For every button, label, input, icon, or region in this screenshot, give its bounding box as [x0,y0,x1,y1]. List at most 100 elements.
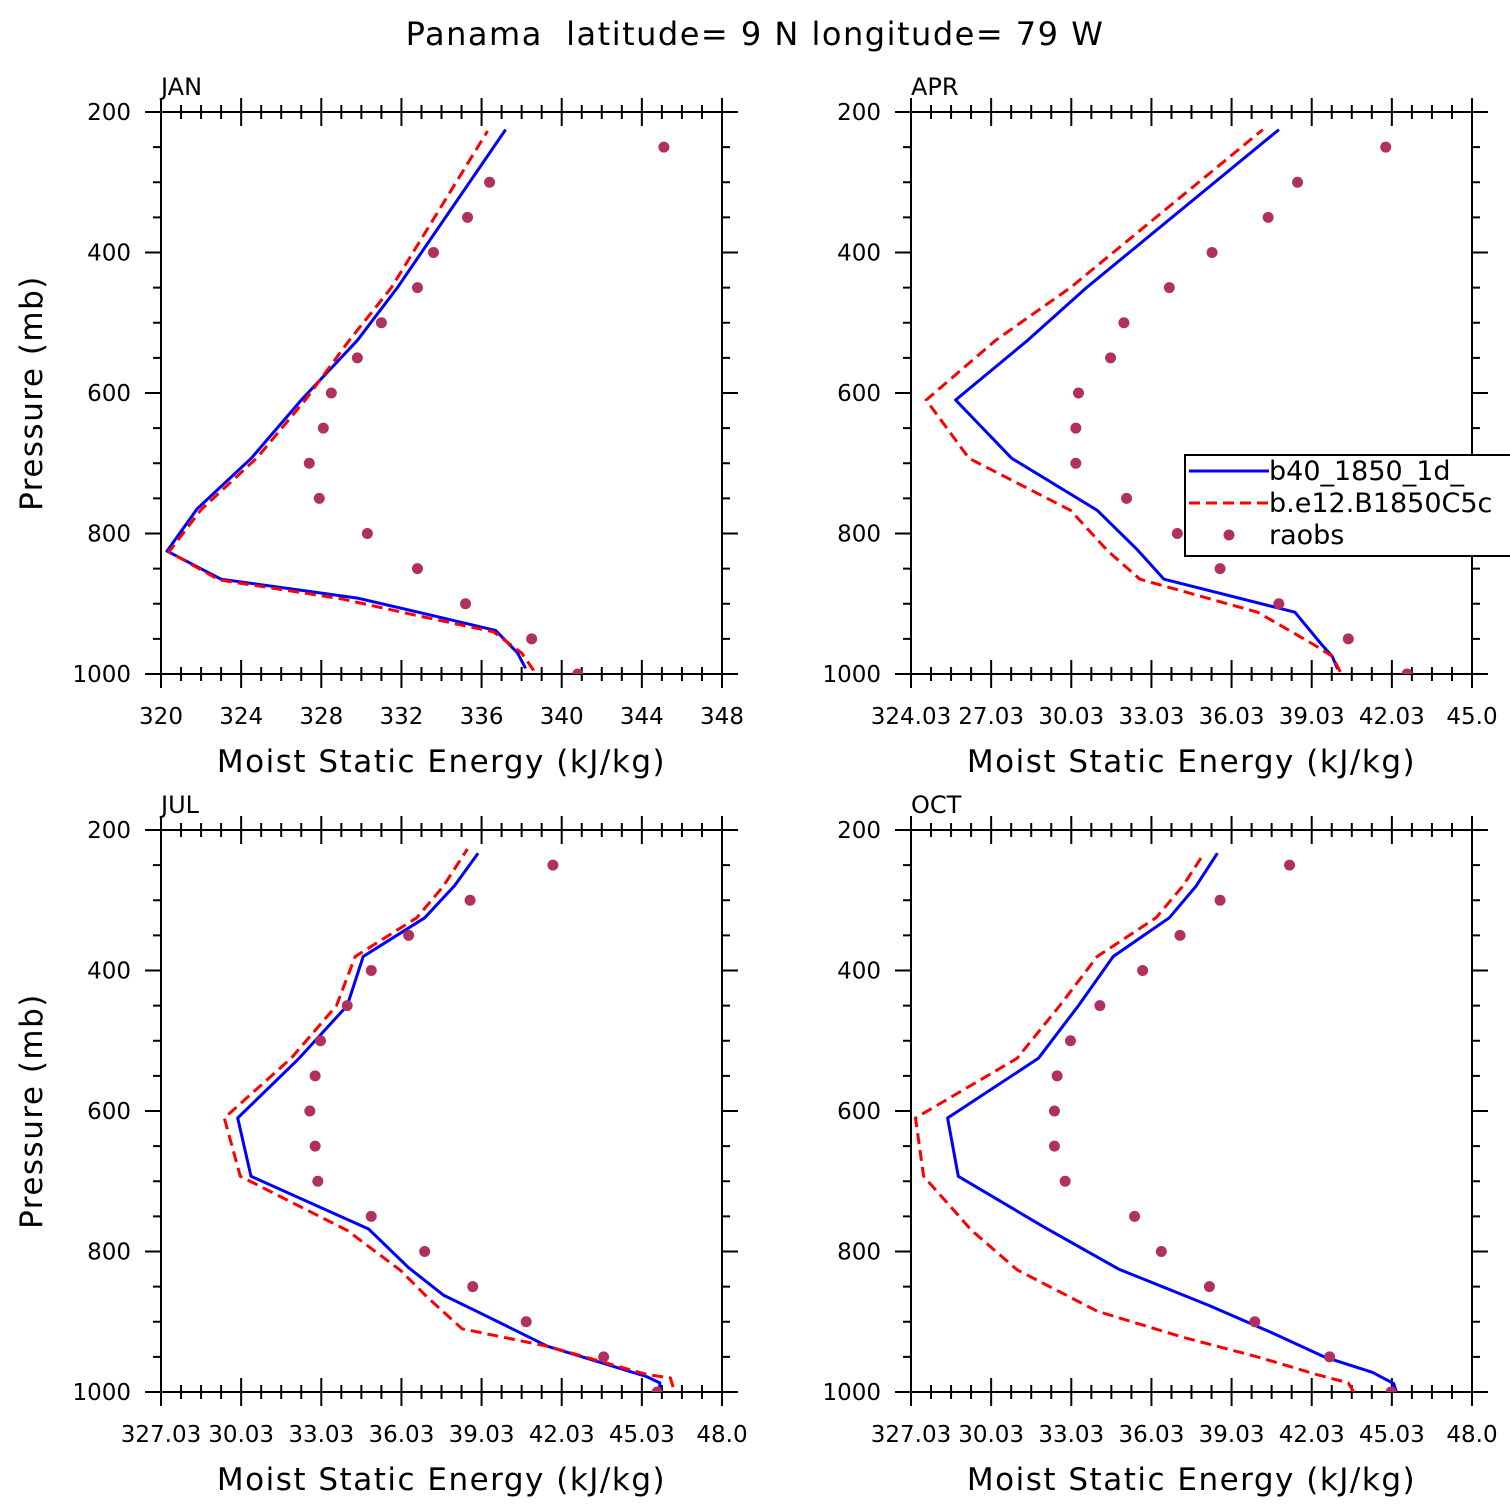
chart-title: Panama latitude= 9 N longitude= 79 W [406,15,1105,53]
y-tick-label: 200 [837,100,881,126]
y-tick-label: 200 [87,100,131,126]
x-tick-label: 340 [540,704,584,730]
y-axis-title: Pressure (mb) [14,993,50,1229]
x-tick-label: 33.03 [1118,704,1184,730]
obs-point-apr [1118,317,1130,329]
obs-point-oct [1155,1246,1167,1257]
obs-point-jul [403,929,415,941]
obs-point-apr [1292,176,1304,188]
obs-point-apr [1401,668,1413,674]
x-axis-title: Moist Static Energy (kJ/kg) [967,744,1416,780]
obs-point-jul [651,1386,663,1392]
plot-frame-jan [160,111,723,675]
obs-point-oct [1203,1281,1215,1293]
model2-line-apr [924,128,1342,673]
x-tick-label: 320 [139,704,183,730]
x-tick-label: 42.03 [1359,704,1425,730]
model1-line-jan [165,128,527,670]
x-tick-label: 324 [219,704,263,730]
obs-point-jul [309,1140,321,1152]
x-tick-label: 27.03 [958,704,1024,730]
obs-point-oct [1284,859,1296,871]
obs-point-jan [361,528,373,539]
obs-point-jan [325,387,337,399]
x-tick-label: 36.03 [368,1422,434,1448]
y-tick-label: 200 [87,818,131,844]
obs-point-apr [1121,492,1133,504]
series-group-apr [924,128,1413,674]
x-tick-label: 48.0 [696,1422,747,1448]
obs-point-apr [1171,528,1183,539]
x-tick-label: 45.0 [1446,704,1497,730]
x-tick-label: 42.03 [529,1422,595,1448]
obs-point-jan [462,211,474,223]
obs-point-apr [1380,141,1392,153]
obs-point-jul [419,1246,431,1257]
series-group-oct [914,852,1398,1392]
model1-line-jul [236,852,662,1392]
x-tick-label: 328 [299,704,343,730]
obs-point-apr [1273,598,1285,610]
x-tick-label: 39.03 [1279,704,1345,730]
obs-point-apr [1070,422,1082,434]
obs-point-oct [1048,1140,1060,1152]
obs-point-jan [411,563,423,575]
model1-line-apr [954,128,1339,670]
obs-point-jul [365,1210,377,1222]
panel-oct: OCT 200 400 600 800 1000 327.03 30.03 33.03 36.03… [822,791,1497,1498]
obs-point-apr [1163,282,1175,294]
y-tick-label: 1000 [822,1380,881,1406]
y-tick-label: 1000 [72,1380,131,1406]
obs-point-jan [351,352,363,364]
y-tick-label: 1000 [72,662,131,688]
obs-point-oct [1064,1035,1076,1047]
x-tick-label: 332 [379,704,423,730]
legend-label-obs: raobs [1269,520,1344,551]
y-tick-label: 400 [837,241,881,267]
obs-point-jul [467,1281,479,1293]
obs-point-oct [1385,1386,1397,1392]
legend-label-model2: b.e12.B1850C5c [1269,488,1492,519]
panel-apr: APR 200 400 600 800 1000 324.03 27.03 30.03 33.03… [822,73,1497,780]
y-tick-label: 600 [837,381,881,407]
y-tick-label: 800 [87,1240,131,1266]
obs-point-jul [520,1316,532,1328]
x-tick-label: 39.03 [449,1422,515,1448]
obs-point-jul [464,894,476,906]
y-tick-label: 800 [837,1240,881,1266]
x-tick-label: 45.03 [1359,1422,1425,1448]
obs-point-oct [1129,1210,1141,1222]
obs-point-jul [304,1105,316,1117]
obs-point-jul [309,1070,321,1082]
x-axis-title: Moist Static Energy (kJ/kg) [967,1462,1416,1498]
x-tick-label: 33.03 [288,1422,354,1448]
panel-label-oct: OCT [911,791,962,819]
obs-point-jan [303,457,315,469]
panel-label-apr: APR [911,73,959,101]
x-tick-label: 42.03 [1279,1422,1345,1448]
y-tick-label: 400 [87,241,131,267]
obs-point-oct [1214,894,1226,906]
obs-point-oct [1324,1351,1336,1363]
x-tick-label: 30.03 [1038,704,1104,730]
obs-point-jan [526,633,538,645]
obs-point-apr [1070,457,1082,469]
model2-line-jul [222,848,675,1388]
obs-point-jul [312,1175,324,1187]
obs-point-oct [1249,1316,1261,1328]
obs-point-jan [317,422,329,434]
panel-jul: JUL 200 400 600 800 1000 327.03 30.03 33.03 36.03… [14,791,748,1498]
plot-frame-apr [910,111,1473,675]
y-tick-label: 600 [837,1099,881,1125]
series-group-jan [165,128,670,674]
obs-point-jul [598,1351,610,1363]
x-axis-title: Moist Static Energy (kJ/kg) [217,744,666,780]
obs-point-oct [1048,1105,1060,1117]
x-tick-label: 48.0 [1446,1422,1497,1448]
x-tick-label: 344 [620,704,664,730]
obs-point-jan [460,598,472,610]
obs-point-oct [1059,1175,1071,1187]
x-tick-label: 30.03 [208,1422,274,1448]
